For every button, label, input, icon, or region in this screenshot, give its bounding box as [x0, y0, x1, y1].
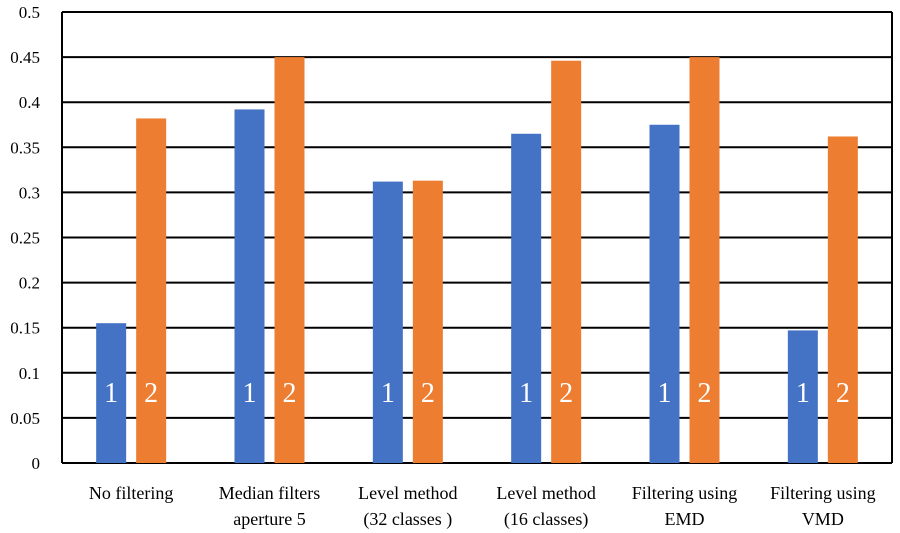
y-tick-label: 0.3 — [19, 183, 40, 202]
bar-label: 2 — [421, 378, 435, 409]
x-category-label: (32 classes ) — [363, 509, 452, 530]
grid-lines — [61, 11, 893, 464]
x-category-label: VMD — [802, 509, 844, 529]
bar — [234, 109, 265, 463]
y-tick-label: 0.15 — [10, 319, 40, 338]
bar-label: 2 — [283, 378, 297, 409]
bar-label: 1 — [796, 378, 810, 409]
x-category-label: EMD — [665, 509, 705, 529]
y-tick-label: 0.1 — [19, 364, 40, 383]
y-tick-label: 0.35 — [10, 138, 40, 157]
bar — [96, 323, 127, 463]
bar-label: 2 — [698, 378, 712, 409]
x-category-label: (16 classes) — [504, 509, 588, 530]
bar-label: 2 — [144, 378, 158, 409]
y-tick-label: 0.05 — [10, 409, 40, 428]
bar — [827, 136, 858, 463]
bar-label: 1 — [658, 378, 672, 409]
bar-label: 1 — [519, 378, 533, 409]
bar — [372, 181, 403, 464]
bar — [274, 57, 305, 463]
x-category-label: Median filters — [219, 483, 320, 503]
y-tick-label: 0.45 — [10, 48, 40, 67]
x-category-label: aperture 5 — [233, 509, 305, 529]
x-axis: No filtering Median filters aperture 5 Leve… — [89, 483, 876, 530]
y-tick-label: 0.2 — [19, 274, 40, 293]
bar — [551, 60, 582, 463]
bar-label: 2 — [559, 378, 573, 409]
x-category-label: Level method — [358, 483, 457, 503]
x-category-label: No filtering — [89, 483, 173, 503]
bar — [787, 330, 818, 463]
bar — [511, 133, 542, 463]
y-axis: 0 0.05 0.1 0.15 0.2 0.25 0.3 0.35 0.4 0.45 0.5 — [10, 3, 40, 473]
bar-label: 1 — [243, 378, 257, 409]
y-tick-label: 0.25 — [10, 229, 40, 248]
x-category-label: Filtering using — [770, 483, 876, 503]
bar — [649, 124, 680, 463]
bar-label: 1 — [381, 378, 395, 409]
y-tick-label: 0.5 — [19, 3, 40, 22]
bar-label: 1 — [104, 378, 118, 409]
y-tick-label: 0.4 — [19, 93, 41, 112]
bar — [689, 57, 720, 463]
bar — [136, 118, 167, 463]
bar-label: 2 — [836, 378, 850, 409]
bar — [412, 180, 443, 463]
y-tick-label: 0 — [32, 454, 41, 473]
x-category-label: Level method — [496, 483, 595, 503]
x-category-label: Filtering using — [632, 483, 738, 503]
